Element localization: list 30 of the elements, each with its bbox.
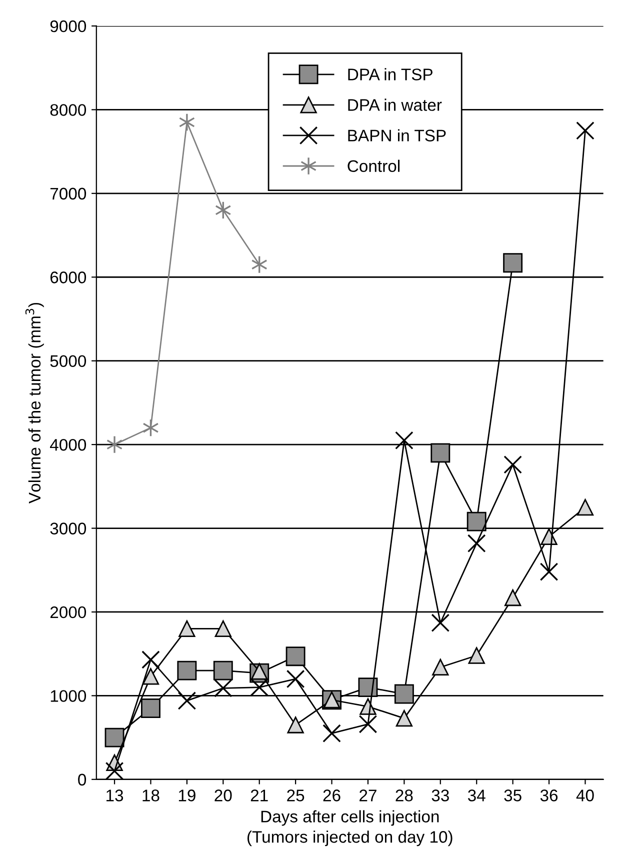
- x-tick-label: 19: [178, 790, 196, 802]
- y-tick-label: 8000: [50, 104, 86, 116]
- x-tick-label: 35: [504, 790, 522, 802]
- y-tick-label: 2000: [50, 606, 86, 618]
- x-tick-label: 18: [142, 790, 160, 802]
- legend-label: DPA in water: [348, 98, 442, 111]
- x-tick-label: 26: [323, 790, 340, 802]
- x-tick-label: 34: [468, 790, 486, 802]
- x-tick-label: 21: [250, 790, 268, 802]
- x-tick-label: 20: [214, 790, 232, 802]
- y-tick-label: 9000: [50, 20, 86, 32]
- legend-label: Control: [348, 160, 400, 172]
- y-tick-label: 3000: [50, 522, 86, 534]
- x-tick-label: 36: [540, 790, 558, 802]
- y-tick-label: 4000: [50, 438, 86, 451]
- x-tick-label: 33: [432, 790, 449, 802]
- y-tick-label: 1000: [50, 690, 86, 702]
- y-tick-label: 6000: [50, 272, 86, 284]
- x-axis-title: Days after cells injection (Tumors injected on day 10): [247, 810, 452, 846]
- y-tick-label: 0: [78, 774, 86, 786]
- x-tick-label: 27: [360, 790, 376, 802]
- x-tick-label: 40: [576, 790, 594, 802]
- y-tick-label: 7000: [50, 188, 86, 200]
- y-axis-title: Volume of the tumor (mm$^{3}$): [25, 302, 44, 504]
- x-tick-label: 28: [396, 790, 413, 802]
- legend-label: DPA in TSP: [348, 68, 432, 80]
- x-tick-label: 13: [106, 790, 124, 802]
- x-tick-label: 25: [287, 790, 304, 802]
- legend-label: BAPN in TSP: [348, 129, 446, 142]
- y-tick-label: 5000: [50, 355, 86, 368]
